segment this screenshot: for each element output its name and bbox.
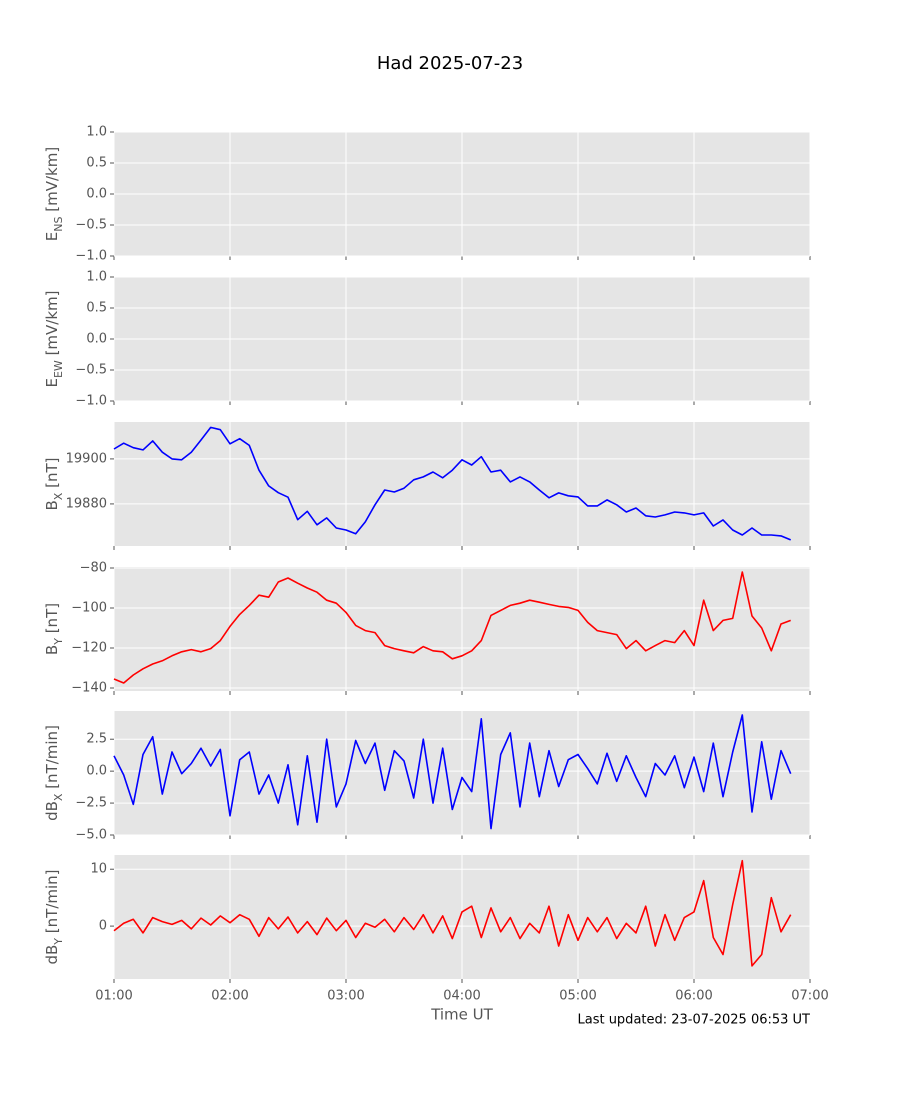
x-tick-label: 01:00 xyxy=(95,989,132,1004)
y-axis-label-part: [nT] xyxy=(43,458,61,493)
x-axis-label: Time UT xyxy=(430,1006,493,1024)
y-axis-label-part: [nT] xyxy=(43,603,61,638)
y-tick-label: 10 xyxy=(90,862,107,877)
y-tick-label: −140 xyxy=(71,681,107,696)
y-axis-label-part: [mV/km] xyxy=(43,147,61,217)
y-tick-label: −0.5 xyxy=(75,218,107,233)
x-tick-label: 04:00 xyxy=(443,989,480,1004)
y-axis-label-part: B xyxy=(43,645,61,655)
x-tick-label: 03:00 xyxy=(327,989,364,1004)
footer: Last updated: 23-07-2025 06:53 UT xyxy=(577,1013,810,1028)
y-tick-label: 1.0 xyxy=(86,125,107,140)
y-axis-label-part: X xyxy=(52,793,65,801)
x-tick-label: 02:00 xyxy=(211,989,248,1004)
y-axis-label-part: dB xyxy=(43,945,61,965)
y-axis-label: ENS [mV/km] xyxy=(43,147,65,241)
y-tick-label: 0.5 xyxy=(86,301,107,316)
y-axis-label-part: NS xyxy=(52,216,65,231)
y-tick-label: 0.5 xyxy=(86,156,107,171)
y-axis-label-part: dB xyxy=(43,801,61,821)
data-line xyxy=(113,571,791,684)
y-tick-label: 0.0 xyxy=(86,332,107,347)
y-tick-label: −80 xyxy=(80,561,107,576)
y-axis-label-part: X xyxy=(52,492,65,500)
y-tick-label: 1.0 xyxy=(86,270,107,285)
y-tick-label: −0.5 xyxy=(75,363,107,378)
y-axis-label: dBY [nT/min] xyxy=(43,869,65,964)
y-tick-label: 0.0 xyxy=(86,764,107,779)
y-tick-label: −120 xyxy=(71,641,107,656)
y-axis-label-part: EW xyxy=(52,360,65,378)
y-axis-label-part: [nT/min] xyxy=(43,869,61,937)
y-tick-label: −1.0 xyxy=(75,394,107,409)
y-axis-label-part: E xyxy=(43,232,61,241)
y-tick-label: 19900 xyxy=(66,451,107,466)
y-tick-label: −1.0 xyxy=(75,249,107,264)
x-tick-label: 06:00 xyxy=(675,989,712,1004)
y-tick-label: 19880 xyxy=(66,496,107,511)
figure-title: Had 2025-07-23 xyxy=(377,53,523,74)
y-tick-label: 0 xyxy=(99,919,107,934)
y-tick-label: −2.5 xyxy=(75,796,107,811)
y-tick-label: −5.0 xyxy=(75,828,107,843)
data-line xyxy=(113,426,792,541)
data-line xyxy=(113,859,792,967)
y-axis-label: BX [nT] xyxy=(43,458,65,511)
y-axis-label: dBX [nT/min] xyxy=(43,725,65,821)
y-tick-label: 2.5 xyxy=(86,732,107,747)
x-tick-label: 07:00 xyxy=(791,989,828,1004)
y-axis-label-part: [mV/km] xyxy=(43,290,61,360)
y-tick-label: −100 xyxy=(71,601,107,616)
x-tick-label: 05:00 xyxy=(559,989,596,1004)
y-axis-label: EEW [mV/km] xyxy=(43,290,65,387)
y-axis-label-part: E xyxy=(43,378,61,387)
y-axis-label-part: B xyxy=(43,500,61,510)
data-line xyxy=(113,714,792,830)
y-axis-label-part: [nT/min] xyxy=(43,725,61,793)
y-axis-label-part: Y xyxy=(52,938,65,946)
y-axis-label: BY [nT] xyxy=(43,603,65,655)
y-tick-label: 0.0 xyxy=(86,187,107,202)
y-axis-label-part: Y xyxy=(52,638,65,646)
